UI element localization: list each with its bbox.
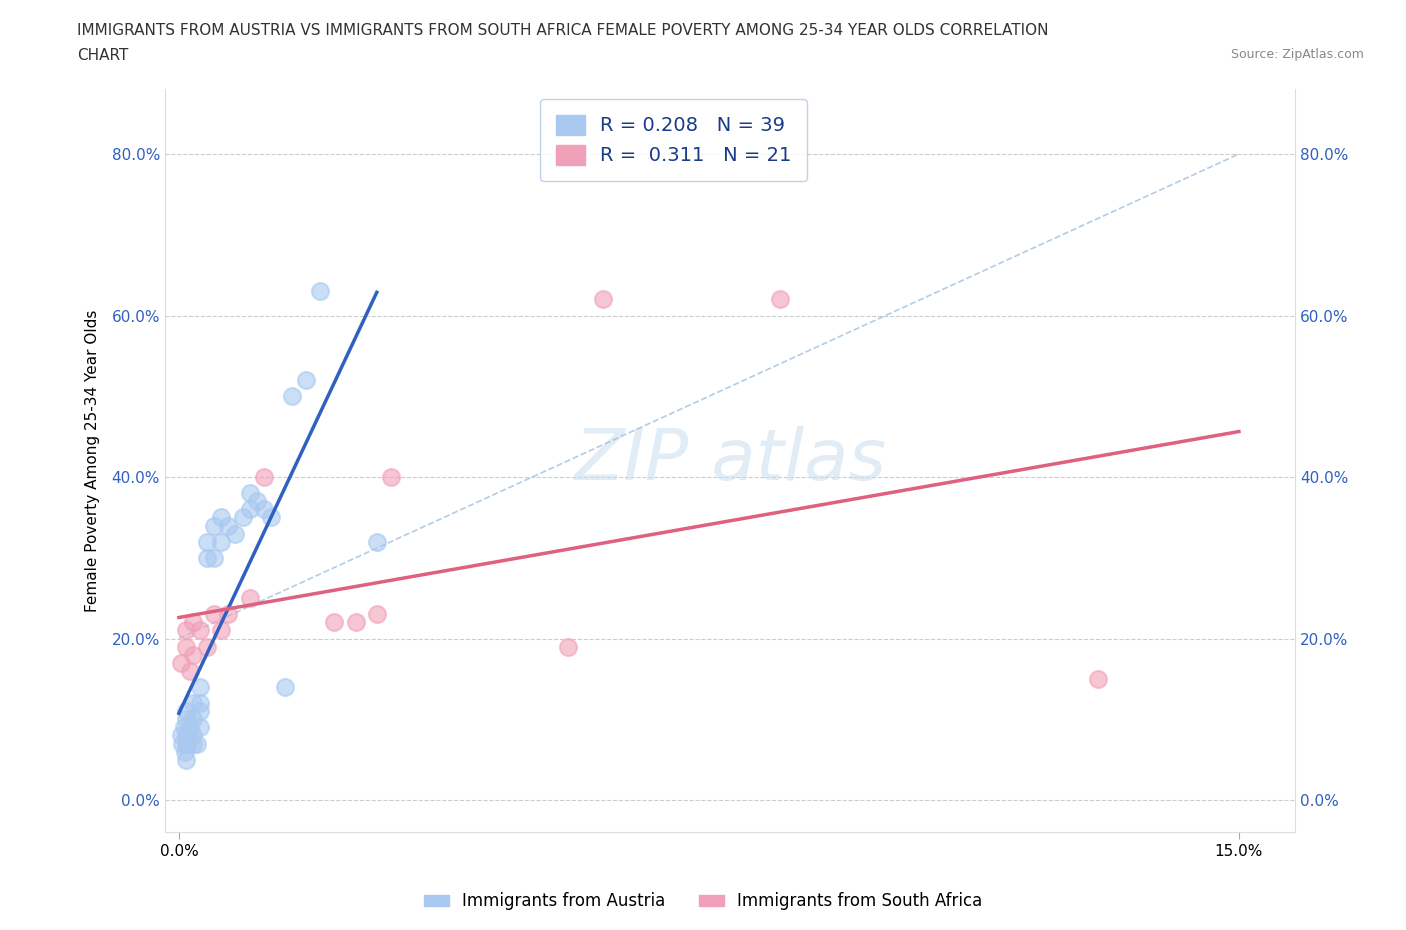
Point <box>181 737 204 751</box>
Point <box>202 518 225 533</box>
Y-axis label: Female Poverty Among 25-34 Year Olds: Female Poverty Among 25-34 Year Olds <box>86 310 100 612</box>
Point <box>195 534 218 549</box>
Point <box>170 728 193 743</box>
Point <box>239 485 262 500</box>
Point <box>173 720 195 735</box>
Point <box>253 470 276 485</box>
Point <box>181 696 204 711</box>
Point <box>188 623 211 638</box>
Point <box>174 737 197 751</box>
Point <box>366 607 388 622</box>
Point <box>202 551 225 565</box>
Text: CHART: CHART <box>77 48 129 63</box>
Point <box>281 389 304 404</box>
Point <box>295 373 318 388</box>
Point <box>260 510 283 525</box>
Point <box>323 615 346 630</box>
Point <box>217 518 239 533</box>
Point <box>181 647 204 662</box>
Point <box>309 284 332 299</box>
Point <box>181 615 204 630</box>
Point <box>174 711 197 726</box>
Legend: R = 0.208   N = 39, R =  0.311   N = 21: R = 0.208 N = 39, R = 0.311 N = 21 <box>540 100 807 181</box>
Point <box>253 502 276 517</box>
Point <box>174 623 197 638</box>
Point <box>246 494 269 509</box>
Point <box>592 292 614 307</box>
Point <box>173 744 195 759</box>
Point <box>170 656 193 671</box>
Point <box>768 292 790 307</box>
Point <box>209 510 232 525</box>
Point <box>202 607 225 622</box>
Point <box>380 470 402 485</box>
Point <box>231 510 253 525</box>
Point <box>217 607 239 622</box>
Point <box>181 728 204 743</box>
Point <box>179 720 201 735</box>
Point <box>224 526 246 541</box>
Point <box>239 502 262 517</box>
Point <box>179 663 201 678</box>
Point <box>366 534 388 549</box>
Point <box>188 720 211 735</box>
Point <box>176 737 198 751</box>
Point <box>174 728 197 743</box>
Point <box>274 680 297 695</box>
Text: Source: ZipAtlas.com: Source: ZipAtlas.com <box>1230 48 1364 61</box>
Point <box>209 623 232 638</box>
Point <box>174 704 197 719</box>
Point <box>557 639 579 654</box>
Point <box>186 737 208 751</box>
Point <box>209 534 232 549</box>
Point <box>1087 671 1109 686</box>
Text: ZIP atlas: ZIP atlas <box>574 426 886 496</box>
Point <box>181 711 204 726</box>
Point <box>188 680 211 695</box>
Point <box>172 737 194 751</box>
Point <box>344 615 367 630</box>
Point <box>195 639 218 654</box>
Point <box>174 752 197 767</box>
Point <box>188 696 211 711</box>
Point <box>195 551 218 565</box>
Point <box>188 704 211 719</box>
Text: IMMIGRANTS FROM AUSTRIA VS IMMIGRANTS FROM SOUTH AFRICA FEMALE POVERTY AMONG 25-: IMMIGRANTS FROM AUSTRIA VS IMMIGRANTS FR… <box>77 23 1049 38</box>
Point <box>174 639 197 654</box>
Point <box>239 591 262 605</box>
Legend: Immigrants from Austria, Immigrants from South Africa: Immigrants from Austria, Immigrants from… <box>418 885 988 917</box>
